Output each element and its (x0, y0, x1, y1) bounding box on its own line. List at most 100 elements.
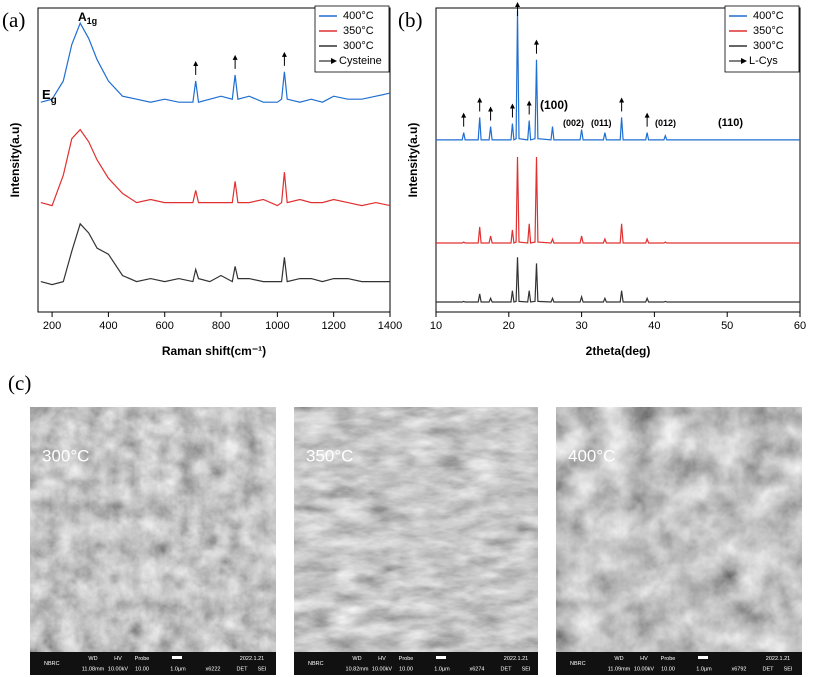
annotation-text: (100) (540, 98, 568, 112)
sem-footer-text: x6792 (732, 667, 747, 673)
legend-label: 300°C (343, 40, 374, 52)
peak-marker (515, 2, 521, 16)
legend-label: 400°C (753, 10, 784, 22)
x-tick-label: 400 (99, 320, 117, 332)
annotation: (100) (540, 98, 568, 112)
x-tick-label: 800 (212, 320, 230, 332)
sem-footer-text: NBRC (44, 661, 60, 667)
peak-marker (488, 106, 494, 121)
annotation-text: (012) (655, 118, 676, 128)
sem-footer-text: SEI (522, 667, 531, 673)
peak-marker (477, 97, 483, 112)
sem-label: 300°C (42, 446, 89, 465)
x-tick-label: 40 (648, 320, 660, 332)
legend-label: 400°C (343, 10, 374, 22)
x-tick-label: 50 (721, 320, 733, 332)
plot-frame (435, 7, 801, 313)
sem-label: 350°C (306, 446, 353, 465)
sem-image (556, 407, 802, 652)
sem-footer-text: 10.00 (399, 667, 413, 673)
sem-footer-text: 10.00kV (634, 667, 655, 673)
sem-footer-text: 10.00 (135, 667, 149, 673)
sem-footer-text: HV (378, 656, 386, 662)
peak-marker (526, 100, 532, 115)
x-axis-label: Raman shift(cm⁻¹) (162, 344, 266, 358)
arrow-head (533, 39, 539, 45)
x-tick-label: 1000 (265, 320, 289, 332)
data-line (40, 21, 391, 103)
annotation-text: (002) (563, 118, 584, 128)
arrow-head (488, 106, 494, 112)
peak-marker (461, 112, 467, 127)
annotation: (002) (563, 118, 584, 128)
sem-footer-text: 10.00 (661, 667, 675, 673)
sem-footer-text: 10.82mm (346, 667, 369, 673)
legend-label: 350°C (753, 25, 784, 37)
plot-frame (37, 7, 391, 313)
annotation-sub: g (51, 95, 57, 106)
annotation-sub: 1g (87, 16, 98, 26)
peak-marker (533, 39, 539, 54)
legend-label: L-Cys (749, 55, 778, 67)
legend-label: 300°C (753, 40, 784, 52)
sem-footer-text: NBRC (570, 661, 586, 667)
sem-image (294, 407, 538, 652)
legend-arrow-head (741, 58, 747, 64)
annotation: (011) (591, 118, 612, 128)
annotation: (110) (718, 117, 743, 129)
sem-footer-text: SEI (258, 667, 267, 673)
arrow-head (515, 2, 521, 7)
data-line (436, 257, 800, 303)
sem-footer (294, 652, 538, 675)
annotation: Eg (42, 87, 57, 105)
sem-footer (30, 652, 276, 675)
x-tick-label: 20 (503, 320, 515, 332)
arrow-head (619, 97, 625, 103)
sem-footer-text: Probe (661, 656, 676, 662)
sem-footer-text: WD (352, 656, 361, 662)
peak-marker (281, 51, 287, 66)
x-tick-label: 10 (430, 320, 442, 332)
data-line (40, 222, 390, 286)
sem-footer-text: HV (640, 656, 648, 662)
scale-bar (436, 656, 446, 659)
sem-footer-text: 11.09mm (608, 667, 631, 673)
annotation: A1g (78, 10, 97, 26)
panel-label: (a) (2, 8, 25, 32)
sem-footer-text: 10.00kV (108, 667, 129, 673)
x-tick-label: 1400 (378, 320, 402, 332)
x-tick-label: 30 (575, 320, 587, 332)
sem-footer-text: x6274 (470, 667, 485, 673)
panel-label: (b) (398, 8, 423, 32)
sem-label: 400°C (568, 446, 615, 465)
legend-label: Cysteine (339, 55, 382, 67)
sem-footer-text: 1.0µm (696, 667, 712, 673)
legend-label: 350°C (343, 25, 374, 37)
x-tick-label: 60 (794, 320, 806, 332)
annotation-text: A (78, 10, 87, 24)
x-tick-label: 600 (156, 320, 174, 332)
data-line (40, 128, 391, 207)
sem-footer (556, 652, 802, 675)
arrow-head (644, 112, 650, 118)
sem-footer-text: 1.0µm (170, 667, 186, 673)
x-axis-label: 2theta(deg) (586, 344, 651, 358)
peak-marker (644, 112, 650, 127)
legend-arrow-head (331, 58, 337, 64)
annotation-text: (110) (718, 117, 743, 129)
sem-footer-text: Probe (135, 656, 150, 662)
arrow-head (281, 51, 287, 57)
sem-footer-text: SEI (784, 667, 793, 673)
sem-footer-text: DET (763, 667, 775, 673)
sem-footer-text: 2022.1.21 (504, 656, 528, 662)
y-axis-label: Intensity(a.u) (8, 123, 22, 198)
sem-footer-text: 10.00kV (372, 667, 393, 673)
annotation: (012) (655, 118, 676, 128)
sem-footer-text: HV (114, 656, 122, 662)
sem-footer-text: NBRC (308, 661, 324, 667)
y-axis-label: Intensity(a.u) (406, 123, 420, 198)
sem-footer-text: 2022.1.21 (766, 656, 790, 662)
arrow-head (193, 60, 199, 66)
annotation-text: E (42, 87, 51, 102)
